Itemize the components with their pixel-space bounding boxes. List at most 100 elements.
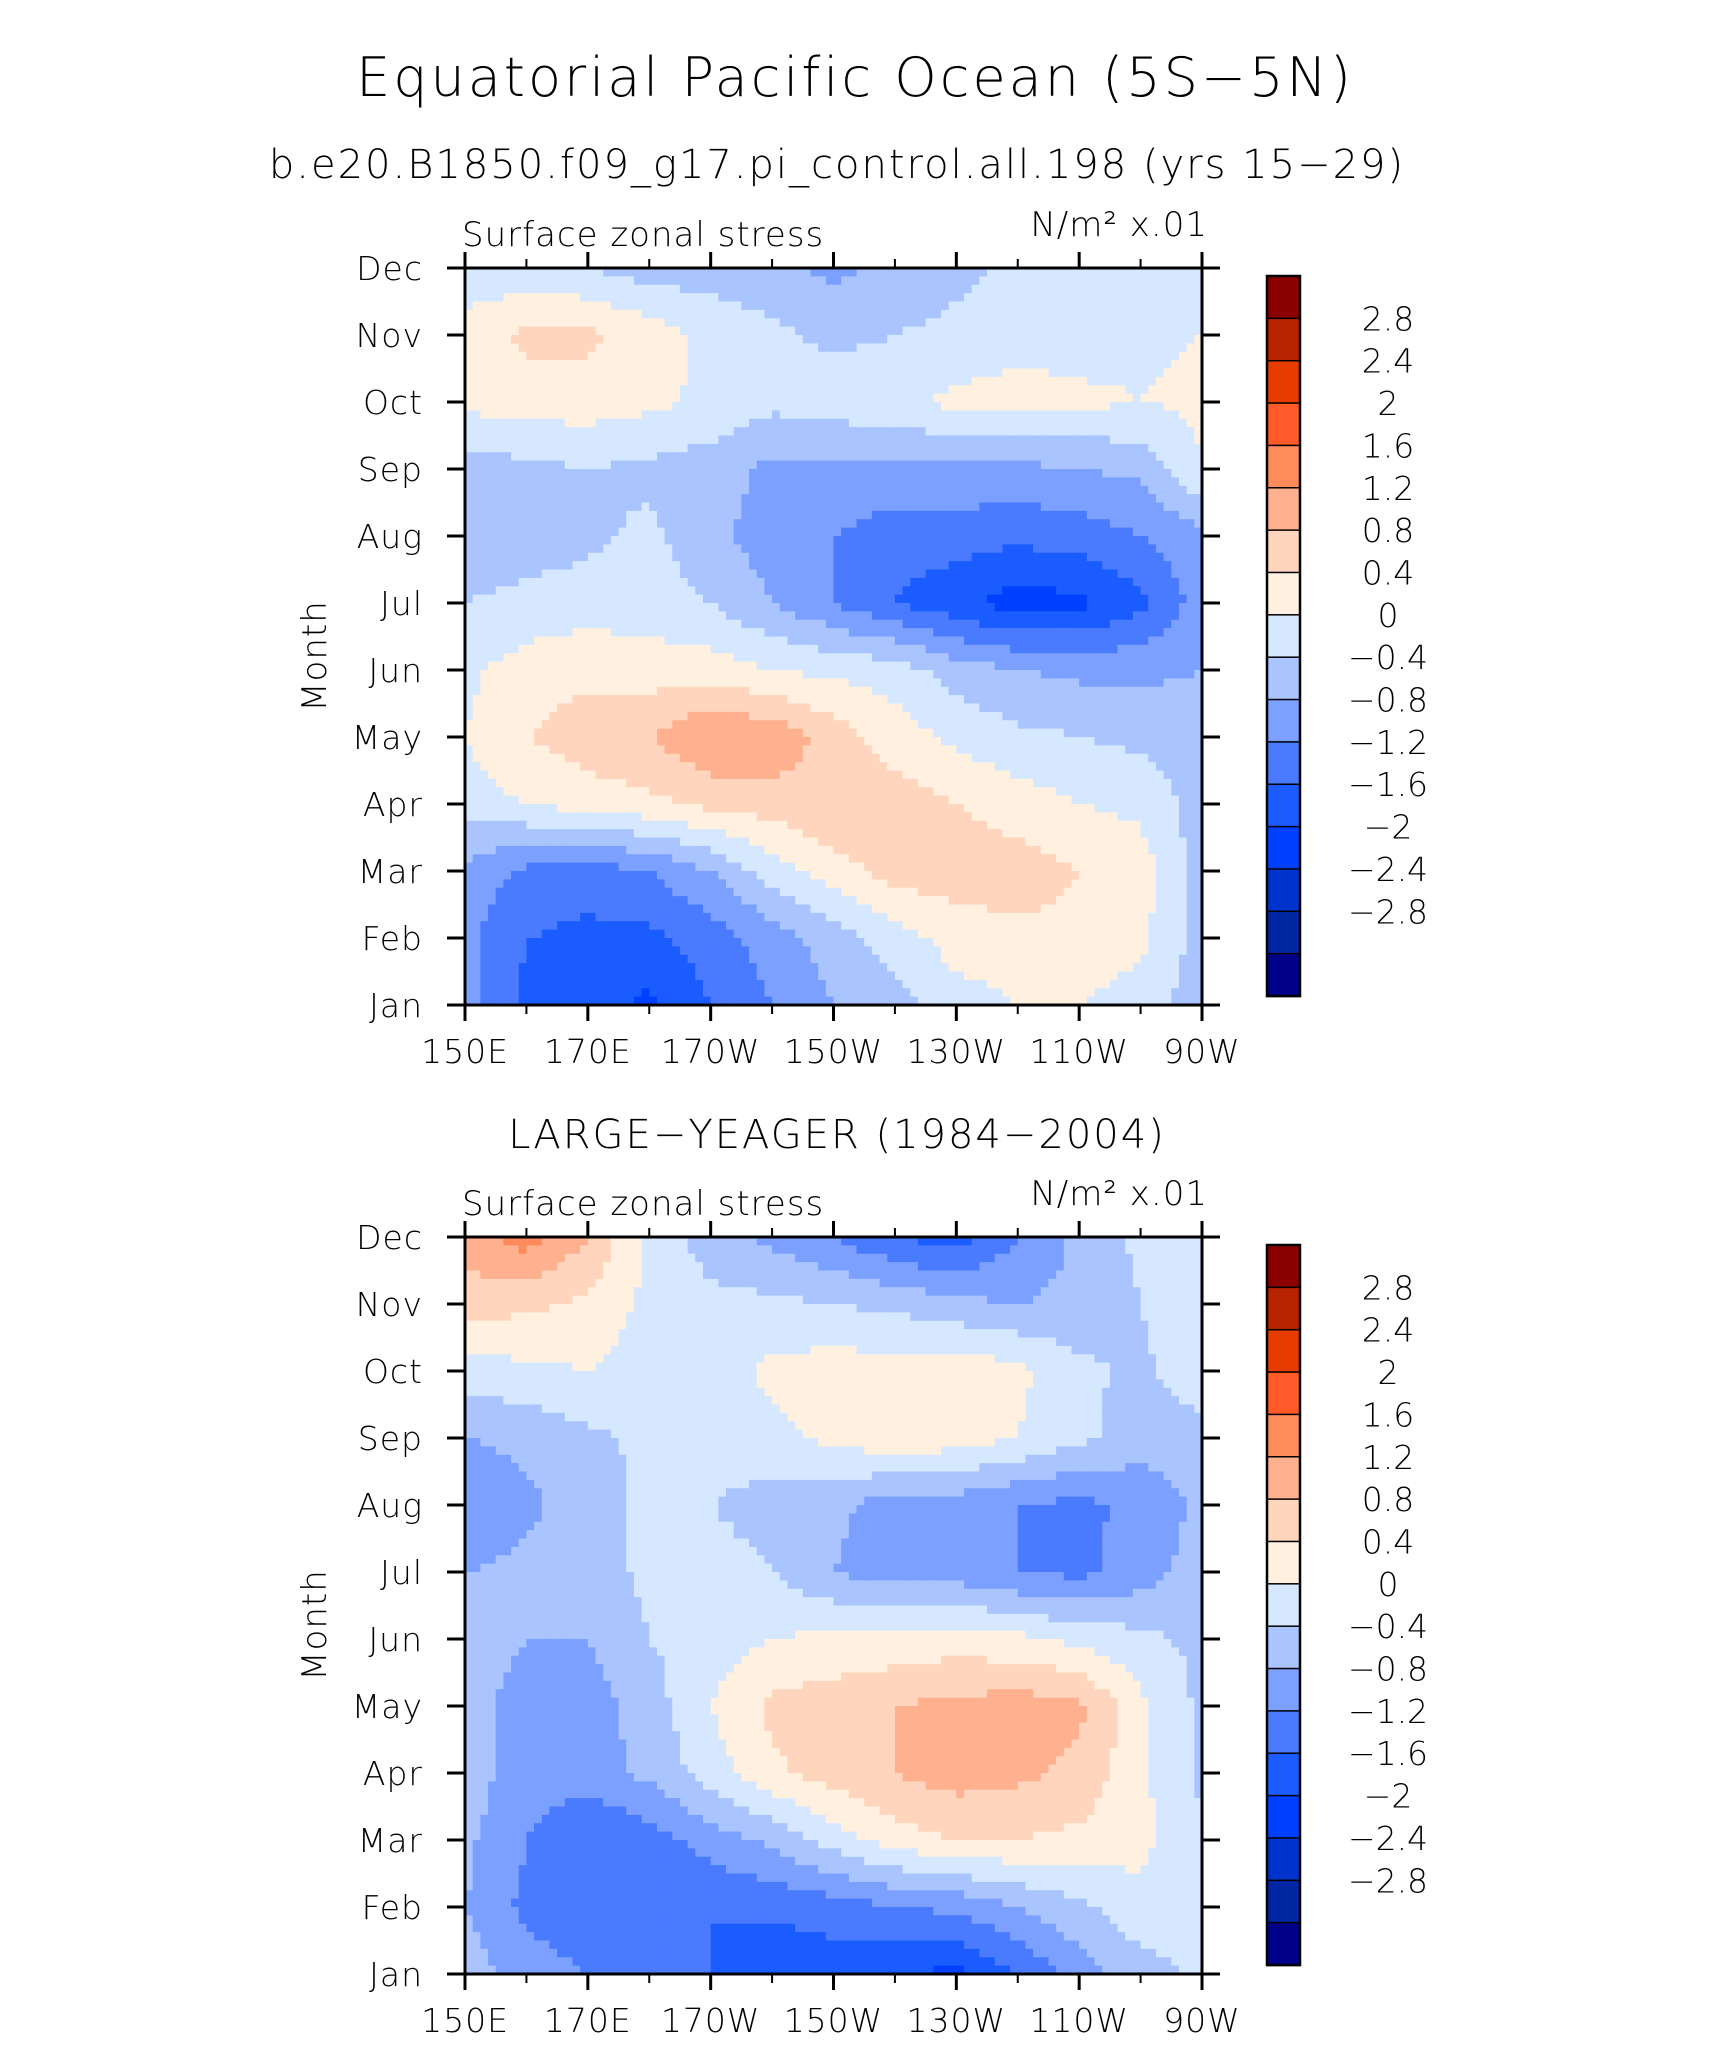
panel-case-cell: [787, 376, 796, 386]
panel-case-cell: [1155, 335, 1165, 344]
panel-case-cell: [810, 686, 819, 696]
panel-case-cell: [871, 552, 881, 562]
panel-case-cell: [818, 644, 827, 654]
panel-case-cell: [672, 485, 681, 495]
panel-case-cell: [1102, 284, 1111, 294]
panel-case-cell: [902, 586, 911, 596]
panel-case-cell: [1033, 485, 1042, 495]
panel-case-cell: [741, 686, 750, 696]
panel-case-cell: [595, 301, 604, 311]
panel-case-cell: [1079, 603, 1088, 612]
panel-case-cell: [925, 268, 934, 277]
panel-case-cell: [549, 586, 558, 596]
panel-case-cell: [641, 351, 650, 361]
panel-case-cell: [856, 293, 865, 303]
panel-case-cell: [971, 619, 980, 629]
panel-case-cell: [1002, 376, 1011, 386]
panel-case-cell: [964, 335, 973, 344]
panel-case-cell: [541, 628, 551, 638]
panel-case-cell: [618, 276, 627, 286]
panel-case-cell: [733, 644, 742, 654]
panel-case-cell: [925, 427, 934, 437]
panel-case-cell: [787, 544, 796, 554]
panel-case-cell: [656, 561, 666, 571]
panel-case-cell: [1163, 318, 1172, 328]
panel-case-cell: [1186, 619, 1195, 629]
panel-case-cell: [933, 611, 942, 621]
panel-case-cell: [618, 393, 627, 403]
panel-case-cell: [1017, 485, 1027, 495]
panel-case-cell: [964, 519, 973, 529]
panel-case-cell: [795, 594, 804, 604]
panel-case-cell: [656, 510, 666, 520]
panel-case-cell: [1071, 385, 1080, 395]
panel-case-cell: [488, 644, 497, 654]
panel-case-cell: [664, 385, 673, 395]
panel-case-cell: [871, 611, 881, 621]
panel-case-cell: [925, 443, 934, 453]
panel-case-cell: [726, 661, 735, 671]
panel-case-cell: [710, 586, 719, 596]
panel-case-cell: [1171, 385, 1180, 395]
panel-case-cell: [649, 435, 658, 445]
panel-case-cell: [940, 519, 950, 529]
panel-case-cell: [549, 485, 558, 495]
panel-case-cell: [1125, 510, 1134, 520]
panel-case-cell: [1025, 326, 1034, 336]
panel-case-cell: [1102, 343, 1111, 353]
panel-case-cell: [1079, 343, 1088, 353]
panel-case-cell: [894, 351, 904, 361]
panel-case-cell: [779, 519, 789, 529]
panel-case-cell: [733, 536, 742, 545]
panel-case-cell: [1109, 309, 1119, 319]
panel-case-cell: [779, 611, 789, 621]
panel-case-cell: [580, 561, 589, 571]
panel-case-cell: [557, 435, 566, 445]
panel-case-cell: [971, 536, 980, 545]
panel-case-cell: [587, 494, 597, 504]
panel-case-cell: [488, 519, 497, 529]
panel-case-cell: [1033, 686, 1042, 696]
panel-case-cell: [618, 376, 627, 386]
panel-case-cell: [779, 469, 789, 478]
panel-case-cell: [956, 510, 965, 520]
panel-case-cell: [864, 276, 873, 286]
panel-case-cell: [940, 435, 950, 445]
panel-case-cell: [971, 519, 980, 529]
panel-case-cell: [971, 544, 980, 554]
panel-case-cell: [948, 427, 957, 437]
panel-case-cell: [503, 435, 512, 445]
panel-case-cell: [764, 485, 773, 495]
panel-case-cell: [933, 427, 942, 437]
panel-case-cell: [979, 619, 988, 629]
panel-case-cell: [779, 393, 789, 403]
panel-case-cell: [1102, 402, 1111, 411]
panel-case-cell: [710, 284, 719, 294]
panel-case-cell: [595, 385, 604, 395]
panel-case-cell: [687, 485, 696, 495]
panel-case-cell: [534, 619, 543, 629]
panel-case-cell: [1033, 519, 1042, 529]
panel-case-cell: [1086, 460, 1096, 470]
panel-case-cell: [1017, 393, 1027, 403]
panel-case-cell: [580, 552, 589, 562]
panel-case-cell: [1125, 569, 1134, 579]
panel-case-cell: [549, 644, 558, 654]
panel-case-cell: [603, 360, 612, 370]
panel-case-cell: [534, 636, 543, 646]
panel-case-cell: [726, 301, 735, 311]
panel-case-cell: [733, 335, 742, 344]
panel-case-cell: [749, 594, 758, 604]
panel-case-cell: [971, 301, 980, 311]
panel-case-cell: [764, 301, 773, 311]
panel-case-cell: [749, 544, 758, 554]
panel-case-cell: [810, 469, 819, 478]
panel-case-cell: [649, 695, 658, 705]
panel-case-cell: [633, 293, 643, 303]
panel-case-cell: [1025, 393, 1034, 403]
panel-case-cell: [1140, 661, 1149, 671]
panel-case-cell: [772, 586, 781, 596]
panel-case-cell: [534, 527, 543, 537]
panel-case-cell: [956, 326, 965, 336]
panel-case-cell: [503, 343, 512, 353]
